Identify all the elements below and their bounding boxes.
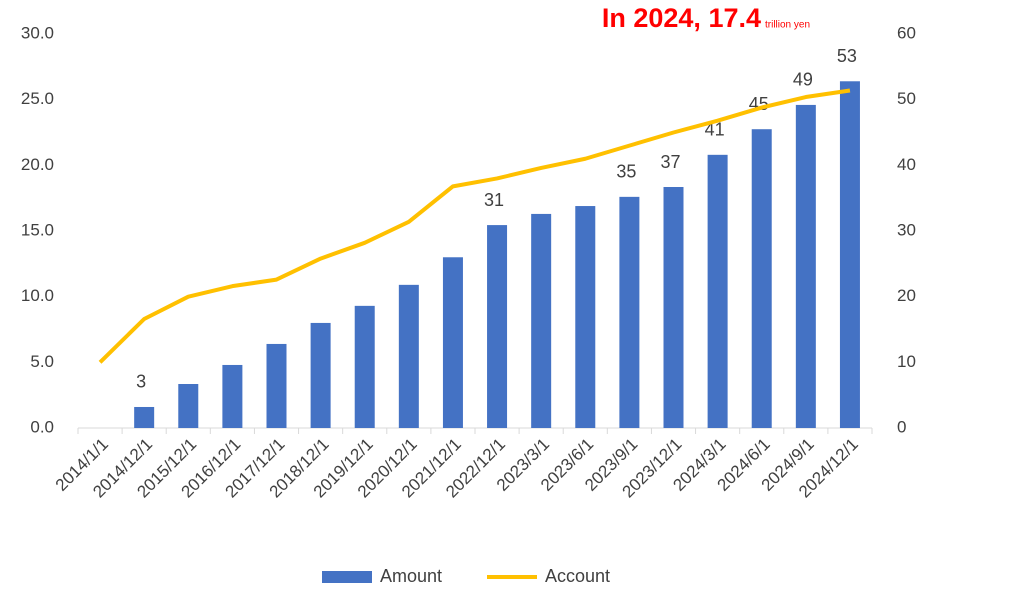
bar [134,406,155,428]
bar [795,104,816,429]
y2-tick-label: 10 [897,352,916,371]
bar [222,364,243,428]
data-label: 37 [660,152,680,172]
data-label: 31 [484,190,504,210]
data-label: 35 [616,162,636,182]
y-tick-label: 10.0 [21,286,54,305]
bar [178,384,199,428]
bar [619,196,640,428]
y-tick-label: 5.0 [30,352,54,371]
bar [707,154,728,428]
data-label: 49 [793,70,813,90]
legend-swatch [322,571,372,583]
bar [398,284,419,428]
bar [663,187,684,428]
y-tick-label: 0.0 [30,417,54,436]
y2-tick-label: 50 [897,89,916,108]
data-label: 53 [837,46,857,66]
bar [531,213,552,428]
y2-tick-label: 0 [897,417,906,436]
y-tick-label: 15.0 [21,220,54,239]
y-tick-label: 30.0 [21,23,54,42]
bar [575,206,596,428]
y2-tick-label: 20 [897,286,916,305]
y2-tick-label: 30 [897,220,916,239]
bar [442,257,463,428]
annotation-unit: trillion yen [765,20,810,31]
legend-label: Account [545,566,610,586]
y2-tick-label: 60 [897,23,916,42]
bar [266,343,287,428]
bar [751,129,772,428]
y-tick-label: 20.0 [21,155,54,174]
y2-tick-label: 40 [897,155,916,174]
line [98,88,851,364]
annotation: In 2024, 17.4 [602,3,761,33]
data-label: 3 [136,372,146,392]
legend-label: Amount [380,566,442,586]
bar [354,305,375,428]
y-tick-label: 25.0 [21,89,54,108]
bar [310,322,331,428]
bar [839,81,860,428]
bar [487,225,508,428]
